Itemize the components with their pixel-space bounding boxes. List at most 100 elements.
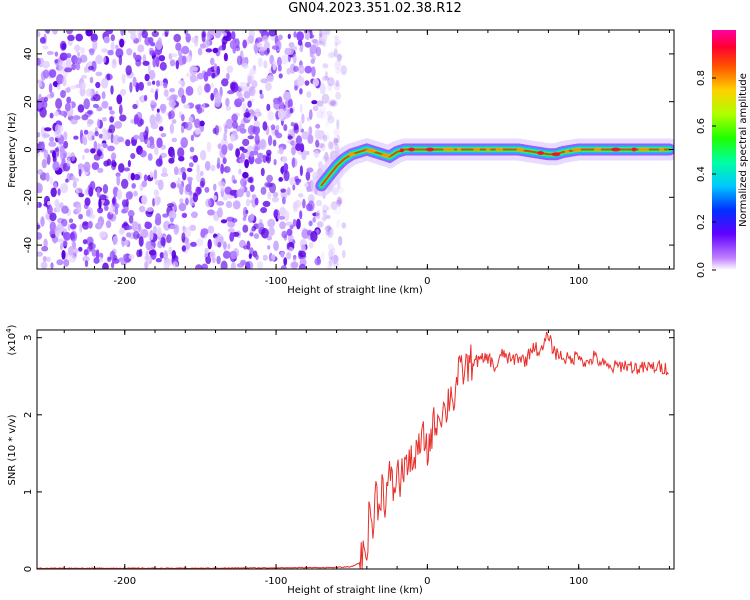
- noise-blob: [169, 123, 174, 134]
- noise-blob: [157, 37, 162, 45]
- noise-blob: [230, 31, 236, 40]
- noise-blob: [330, 201, 338, 211]
- noise-blob: [180, 114, 185, 122]
- noise-blob: [327, 260, 332, 269]
- noise-blob: [259, 89, 263, 95]
- ridge-hotspot: [457, 147, 462, 152]
- noise-blob: [315, 199, 323, 207]
- noise-blob: [81, 155, 85, 160]
- noise-blob: [296, 218, 301, 230]
- ridge-hotspot: [638, 147, 650, 152]
- noise-blob: [111, 198, 116, 204]
- noise-blob: [115, 44, 119, 50]
- noise-blob: [70, 175, 76, 181]
- noise-blob: [109, 116, 115, 123]
- noise-blob: [196, 172, 202, 183]
- noise-blob: [265, 82, 272, 91]
- noise-blob: [271, 196, 280, 203]
- noise-blob: [242, 138, 250, 147]
- noise-blob: [101, 100, 109, 109]
- colorbar-tick-label: 0.0: [696, 262, 707, 278]
- noise-blob: [112, 235, 118, 245]
- noise-blob: [73, 135, 79, 140]
- noise-blob: [37, 232, 43, 240]
- noise-blob: [210, 82, 214, 89]
- noise-blob: [335, 91, 341, 100]
- ridge-hotspot: [516, 147, 525, 152]
- noise-blob: [127, 209, 135, 218]
- noise-blob: [327, 115, 335, 124]
- noise-blob: [37, 251, 43, 257]
- noise-blob: [150, 88, 155, 94]
- noise-blob: [217, 207, 223, 218]
- noise-blob: [298, 250, 307, 258]
- noise-blob: [75, 62, 81, 71]
- noise-blob: [291, 145, 296, 156]
- noise-blob: [283, 170, 290, 182]
- noise-blob: [139, 227, 143, 238]
- noise-blob: [263, 60, 268, 69]
- noise-blob: [310, 58, 315, 64]
- noise-blob: [173, 166, 179, 176]
- noise-blob: [299, 103, 303, 114]
- noise-blob: [335, 79, 340, 88]
- noise-blob: [321, 30, 328, 41]
- noise-blob: [293, 124, 299, 134]
- noise-blob: [181, 94, 187, 104]
- noise-blob: [242, 62, 249, 69]
- noise-blob: [296, 135, 302, 146]
- spectrogram-x-tick-label: -100: [265, 276, 288, 287]
- noise-blob: [177, 48, 183, 57]
- noise-blob: [223, 52, 228, 62]
- noise-blob: [262, 35, 269, 42]
- noise-blob: [168, 99, 176, 108]
- noise-blob: [65, 53, 72, 59]
- noise-blob: [196, 186, 202, 195]
- noise-blob: [211, 256, 216, 264]
- noise-blob: [149, 50, 156, 56]
- noise-blob: [60, 90, 66, 98]
- noise-blob: [201, 31, 206, 43]
- noise-blob: [238, 93, 243, 99]
- noise-blob: [253, 145, 259, 155]
- noise-blob: [229, 81, 236, 91]
- noise-blob: [308, 241, 314, 249]
- noise-blob: [268, 30, 277, 37]
- noise-blob: [188, 162, 194, 168]
- noise-blob: [195, 264, 203, 269]
- noise-blob: [185, 197, 189, 206]
- noise-blob: [116, 94, 123, 105]
- noise-blob: [84, 197, 91, 206]
- noise-blob: [45, 172, 50, 182]
- noise-blob: [152, 80, 156, 85]
- noise-blob: [114, 121, 123, 129]
- noise-blob: [161, 32, 165, 37]
- noise-blob: [139, 118, 145, 126]
- noise-blob: [59, 52, 68, 61]
- noise-blob: [40, 141, 45, 152]
- snr-y-tick-label: 2: [23, 412, 34, 418]
- noise-blob: [213, 63, 218, 72]
- noise-blob: [315, 123, 321, 129]
- noise-blob: [163, 89, 169, 97]
- noise-blob: [49, 112, 54, 119]
- noise-blob: [205, 198, 212, 208]
- noise-blob: [87, 220, 93, 229]
- noise-blob: [177, 87, 185, 98]
- noise-blob: [170, 217, 174, 223]
- noise-blob: [293, 65, 299, 72]
- noise-blob: [319, 83, 326, 95]
- noise-blob: [280, 188, 286, 193]
- noise-blob: [181, 245, 187, 252]
- noise-blob: [298, 193, 304, 198]
- noise-blob: [52, 30, 58, 35]
- noise-blob: [118, 163, 125, 173]
- noise-blob: [325, 120, 330, 127]
- noise-blob: [70, 85, 77, 90]
- noise-blob: [180, 167, 186, 174]
- noise-blob: [238, 168, 242, 175]
- noise-blob: [328, 100, 336, 107]
- noise-blob: [64, 102, 71, 112]
- noise-blob: [66, 157, 71, 167]
